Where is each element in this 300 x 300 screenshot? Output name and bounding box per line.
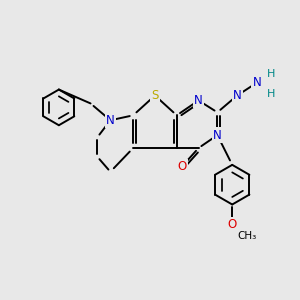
Text: O: O	[177, 160, 186, 173]
Text: S: S	[151, 89, 159, 102]
Text: N: N	[213, 129, 222, 142]
Text: H: H	[267, 69, 275, 79]
Text: N: N	[194, 94, 203, 107]
Text: N: N	[233, 89, 242, 102]
Text: H: H	[267, 88, 275, 98]
Text: N: N	[253, 76, 261, 89]
Text: O: O	[228, 218, 237, 231]
Text: CH₃: CH₃	[238, 231, 257, 241]
Text: N: N	[106, 114, 115, 127]
